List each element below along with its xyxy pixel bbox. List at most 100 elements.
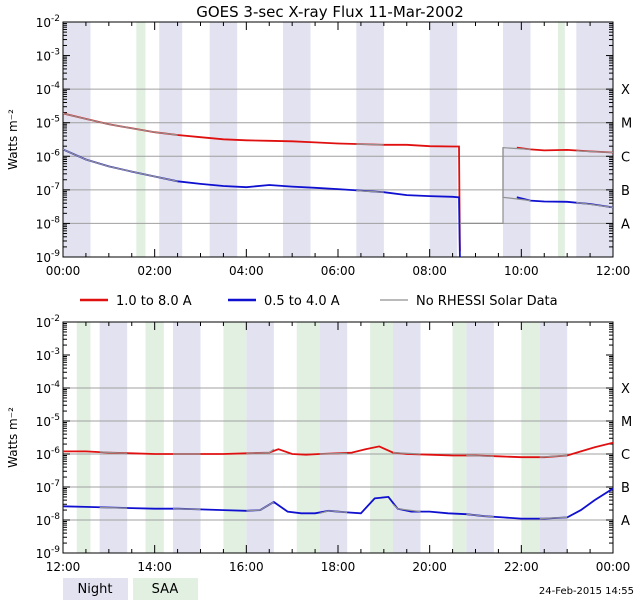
saa-band <box>558 22 565 257</box>
flare-class-label: C <box>621 448 630 463</box>
flare-class-label: A <box>621 514 630 529</box>
x-tick-label: 22:00 <box>504 560 539 574</box>
x-tick-label: 12:00 <box>596 264 631 278</box>
night-band <box>429 22 458 257</box>
y-tick-label: 10-7 <box>36 479 60 495</box>
y-tick-label: 10-9 <box>36 545 61 561</box>
series-line-3 <box>319 510 348 514</box>
night-band <box>503 22 531 257</box>
saa-band <box>296 322 320 553</box>
x-tick-label: 10:00 <box>504 264 539 278</box>
series-line-3 <box>539 454 568 458</box>
series-line-1 <box>63 112 461 252</box>
flare-class-label: M <box>621 415 632 430</box>
legend-label: 1.0 to 8.0 A <box>116 294 192 309</box>
night-legend-label: Night <box>78 582 113 597</box>
night-band <box>63 22 91 257</box>
flare-class-label: M <box>621 117 632 132</box>
flare-class-label: C <box>621 150 630 165</box>
night-band <box>539 322 568 553</box>
flare-class-label: X <box>621 83 630 98</box>
footer-date: 24-Feb-2015 14:55 <box>539 586 634 597</box>
y-tick-label: 10-3 <box>36 347 60 363</box>
band-legend: Night SAA <box>63 578 198 600</box>
night-band <box>173 322 201 553</box>
series-line-3 <box>502 147 531 202</box>
y-tick-label: 10-9 <box>36 249 61 265</box>
y-tick-label: 10-4 <box>36 81 61 97</box>
saa-band <box>136 22 146 257</box>
x-tick-label: 16:00 <box>229 560 264 574</box>
series-line-3 <box>246 501 275 512</box>
flare-class-label: A <box>621 217 630 232</box>
y-tick-label: 10-6 <box>36 446 61 462</box>
legend-label: 0.5 to 4.0 A <box>264 294 340 309</box>
x-tick-label: 00:00 <box>46 264 81 278</box>
x-tick-label: 08:00 <box>412 264 447 278</box>
y-tick-label: 10-6 <box>36 148 61 164</box>
y-tick-label: 10-3 <box>36 48 60 64</box>
series-line-3 <box>466 513 494 518</box>
series-line-2 <box>63 148 461 257</box>
y-tick-label: 10-2 <box>36 314 60 330</box>
series-line-3 <box>576 201 613 208</box>
flare-class-label: X <box>621 382 630 397</box>
y-axis-label: Watts m⁻² <box>6 109 20 170</box>
saa-legend-label: SAA <box>152 582 179 597</box>
night-band <box>283 22 311 257</box>
series-line-3 <box>319 452 348 455</box>
x-tick-label: 14:00 <box>137 560 172 574</box>
x-tick-label: 06:00 <box>321 264 356 278</box>
series-line-3 <box>356 143 384 146</box>
x-tick-label: 18:00 <box>321 560 356 574</box>
night-band <box>319 322 348 553</box>
chart-title: GOES 3-sec X-ray Flux 11-Mar-2002 <box>196 3 464 21</box>
series-line-3 <box>63 112 178 136</box>
night-band <box>356 22 384 257</box>
legend-label: No RHESSI Solar Data <box>416 294 558 309</box>
saa-band <box>370 322 393 553</box>
y-tick-label: 10-8 <box>36 512 61 528</box>
y-axis-label: Watts m⁻² <box>6 407 20 468</box>
y-tick-label: 10-5 <box>36 115 60 131</box>
series-line-3 <box>466 454 494 457</box>
saa-band <box>76 322 91 553</box>
night-band <box>466 322 494 553</box>
x-tick-label: 04:00 <box>229 264 264 278</box>
flare-class-label: B <box>621 184 630 199</box>
series-line-3 <box>356 190 384 193</box>
series-line-3 <box>246 448 275 454</box>
y-tick-label: 10-7 <box>36 182 60 198</box>
x-tick-label: 00:00 <box>596 560 631 574</box>
saa-band <box>223 322 247 553</box>
saa-legend-swatch <box>133 578 198 600</box>
night-band <box>246 322 274 553</box>
x-tick-label: 20:00 <box>412 560 447 574</box>
saa-band <box>452 322 467 553</box>
saa-band <box>521 322 540 553</box>
series-group <box>63 441 613 520</box>
series-legend: 1.0 to 8.0 A 0.5 to 4.0 A No RHESSI Solar … <box>80 294 558 309</box>
series-line-3 <box>576 150 613 154</box>
night-legend-swatch <box>63 578 128 600</box>
series-line-3 <box>392 503 421 513</box>
saa-band <box>145 322 164 553</box>
y-tick-label: 10-2 <box>36 14 60 30</box>
night-band <box>576 22 613 257</box>
chart-panel-2: 10-9 10-8 10-7 10-6 10-5 10-4 10-3 10-2 A B C M X 12:… <box>6 314 632 574</box>
series-group <box>63 112 613 257</box>
y-tick-label: 10-5 <box>36 413 60 429</box>
x-tick-label: 02:00 <box>137 264 172 278</box>
chart-panel-1: 10-9 10-8 10-7 10-6 10-5 10-4 10-3 10-2 A B C M X 00:… <box>6 14 632 278</box>
flare-class-label: B <box>621 481 630 496</box>
night-band <box>99 322 128 553</box>
night-band <box>159 22 183 257</box>
x-tick-label: 12:00 <box>46 560 81 574</box>
y-tick-label: 10-8 <box>36 215 61 231</box>
panels: 10-9 10-8 10-7 10-6 10-5 10-4 10-3 10-2 A B C M X 00:… <box>6 14 632 574</box>
series-line-3 <box>99 451 128 454</box>
y-tick-label: 10-4 <box>36 380 61 396</box>
series-line-3 <box>63 148 178 182</box>
series-line-3 <box>539 516 568 520</box>
